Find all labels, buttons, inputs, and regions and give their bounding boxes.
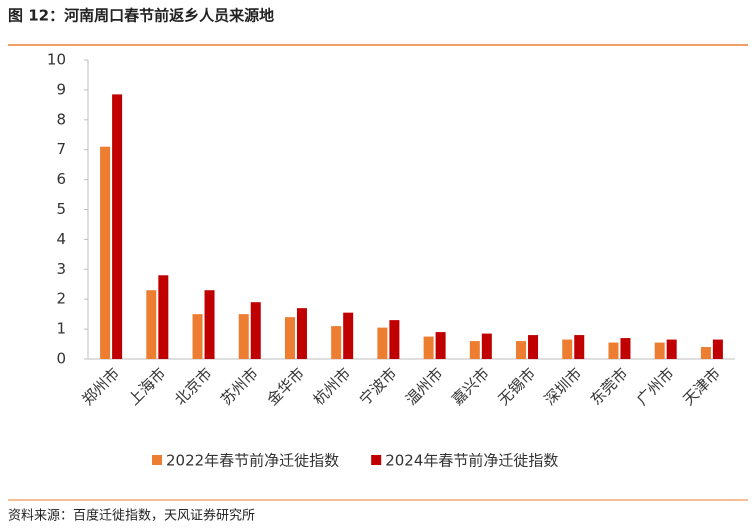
x-tick-label: 上海市	[125, 364, 170, 409]
bar	[204, 290, 215, 359]
bar	[389, 320, 400, 359]
bar	[296, 308, 307, 359]
bar	[481, 333, 492, 359]
bar	[377, 327, 388, 359]
bar	[423, 336, 434, 359]
x-tick-label: 金华市	[263, 364, 308, 409]
legend-swatch	[371, 455, 382, 465]
bar	[562, 339, 573, 359]
y-tick-label: 2	[56, 290, 66, 308]
y-tick-label: 4	[56, 230, 66, 248]
legend-label: 2022年春节前净迁徙指数	[166, 452, 339, 470]
bar	[712, 339, 723, 359]
x-tick-label: 深圳市	[541, 364, 586, 409]
bar	[158, 275, 169, 359]
y-tick-label: 1	[56, 320, 66, 338]
bar	[516, 341, 527, 359]
bar	[100, 146, 111, 359]
y-tick-label: 9	[56, 80, 66, 98]
x-tick-label: 北京市	[171, 364, 216, 409]
y-tick-label: 10	[47, 51, 66, 69]
bar	[608, 342, 619, 359]
x-tick-label: 郑州市	[79, 364, 124, 409]
legend-label: 2024年春节前净迁徙指数	[385, 452, 558, 470]
bar	[574, 335, 585, 359]
chart-title: 图 12：河南周口春节前返乡人员来源地	[8, 7, 274, 25]
x-tick-label: 天津市	[679, 364, 724, 409]
y-tick-label: 7	[56, 140, 66, 158]
x-tick-label: 杭州市	[310, 364, 355, 409]
x-tick-label: 苏州市	[217, 364, 262, 409]
y-tick-label: 8	[56, 110, 66, 128]
x-tick-label: 宁波市	[356, 364, 401, 409]
bar	[284, 317, 295, 359]
y-tick-label: 0	[56, 350, 66, 368]
bar	[469, 341, 480, 359]
bar	[238, 314, 249, 359]
bar	[331, 326, 342, 359]
bar	[343, 312, 354, 359]
bar	[192, 314, 203, 359]
bar	[146, 290, 157, 359]
bar	[528, 335, 539, 359]
y-tick-label: 3	[56, 260, 66, 278]
bar	[112, 94, 123, 359]
y-tick-label: 5	[56, 200, 66, 218]
x-tick-label: 温州市	[402, 364, 447, 409]
bar	[250, 302, 261, 359]
bar	[620, 338, 631, 359]
x-tick-label: 东莞市	[587, 364, 632, 409]
legend-swatch	[152, 455, 162, 465]
bar	[666, 339, 677, 359]
x-tick-label: 嘉兴市	[448, 364, 493, 409]
bar	[654, 342, 665, 359]
source-note: 资料来源：百度迁徙指数，天风证券研究所	[8, 508, 255, 524]
bar	[435, 332, 446, 359]
y-tick-label: 6	[56, 170, 66, 188]
bar	[700, 347, 711, 359]
x-tick-label: 无锡市	[494, 364, 539, 409]
x-tick-label: 广州市	[633, 364, 678, 409]
